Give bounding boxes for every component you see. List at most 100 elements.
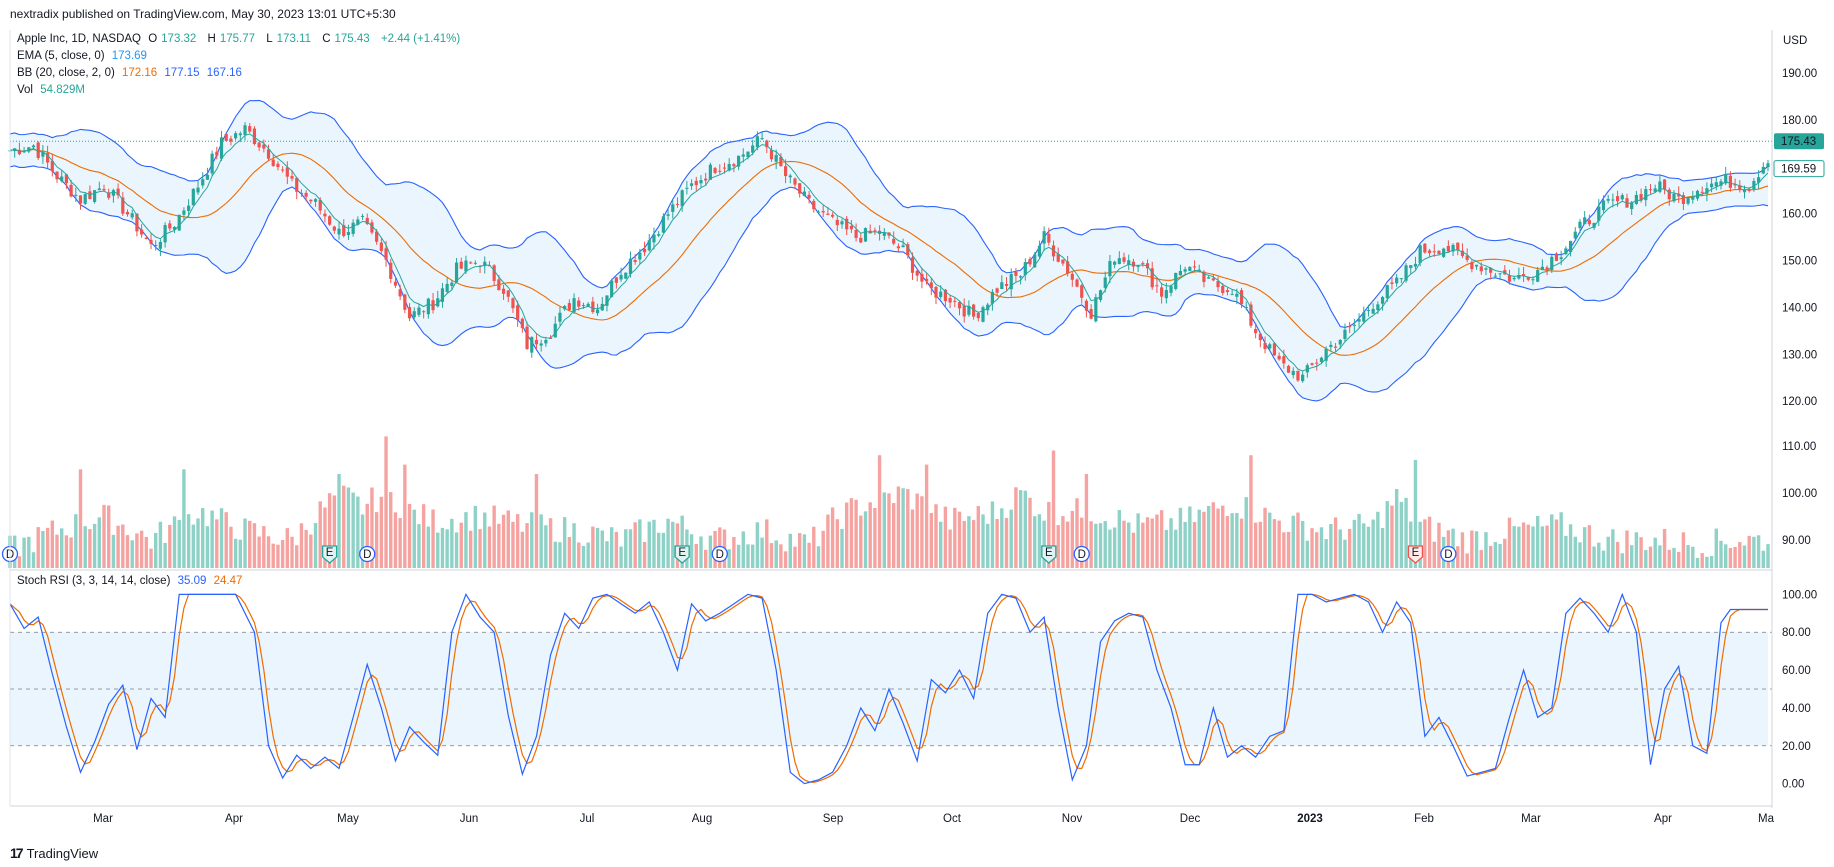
volume-bar xyxy=(1662,529,1667,568)
candle-body xyxy=(191,188,195,206)
candle-body xyxy=(281,169,285,171)
volume-bar xyxy=(149,548,153,568)
time-tick-label: Jun xyxy=(460,813,479,825)
volume-bar xyxy=(238,539,243,568)
volume-bar xyxy=(868,502,872,568)
volume-bar xyxy=(1615,541,1620,568)
candle-body xyxy=(826,213,830,215)
bb-legend[interactable]: BB (20, close, 2, 0) 172.16 177.15 167.1… xyxy=(17,67,246,79)
volume-bar xyxy=(1479,550,1483,568)
candle-body xyxy=(1653,188,1657,192)
earnings-event-icon xyxy=(1407,545,1424,564)
candle-body xyxy=(1705,188,1709,194)
candle-body xyxy=(769,149,774,160)
volume-bar xyxy=(1540,526,1545,568)
candle-body xyxy=(501,288,506,294)
volume-bar xyxy=(1559,512,1563,568)
volume-bar xyxy=(1258,521,1263,568)
volume-bar xyxy=(830,507,835,568)
volume-bar xyxy=(1691,546,1695,568)
stoch-legend[interactable]: Stoch RSI (3, 3, 14, 14, close) 35.09 24… xyxy=(17,575,246,587)
volume-bar xyxy=(139,530,144,568)
candle-body xyxy=(1672,193,1676,202)
volume-bar xyxy=(1399,501,1404,568)
candle-body xyxy=(1357,319,1361,322)
volume-bar xyxy=(1521,522,1526,568)
volume-bar xyxy=(567,537,572,568)
volume-bar xyxy=(727,549,731,568)
candle-body xyxy=(304,192,308,197)
candle-body xyxy=(671,204,675,212)
candle-body xyxy=(1301,374,1305,382)
volume-bar xyxy=(1159,510,1164,568)
candle-body xyxy=(619,274,623,280)
volume-bar xyxy=(445,529,449,568)
tradingview-logo[interactable]: 17 TradingView xyxy=(10,845,98,861)
candle-body xyxy=(652,234,656,243)
volume-bar xyxy=(1188,506,1192,568)
volume-bar xyxy=(27,536,31,568)
volume-bar xyxy=(186,514,191,568)
volume-bar xyxy=(732,537,736,568)
volume-bar xyxy=(1456,546,1460,568)
volume-bar xyxy=(1611,529,1615,568)
candle-body xyxy=(981,307,985,322)
candle-body xyxy=(107,192,111,198)
ema-price-tag: 169.59 xyxy=(1781,164,1816,176)
earnings-event-label: E xyxy=(326,547,334,559)
candle-body xyxy=(1296,370,1300,381)
candle-body xyxy=(910,257,915,273)
volume-bar xyxy=(783,551,788,568)
candle-body xyxy=(384,248,388,260)
volume-bar xyxy=(1423,519,1427,568)
volume-bar xyxy=(45,527,50,568)
volume-bar xyxy=(769,543,774,568)
candle-body xyxy=(60,176,64,182)
volume-bar xyxy=(431,509,435,568)
volume-bar xyxy=(252,523,257,568)
candle-body xyxy=(1639,194,1643,201)
candle-body xyxy=(1066,261,1070,274)
volume-bar xyxy=(1672,547,1676,568)
price-tick-label: 160.00 xyxy=(1782,209,1817,221)
candle-body xyxy=(154,245,158,247)
volume-bar xyxy=(892,503,896,568)
candle-body xyxy=(1009,274,1013,290)
candle-body xyxy=(1235,293,1239,297)
volume-bar xyxy=(1766,544,1770,568)
candle-body xyxy=(168,223,172,229)
volume-bar xyxy=(680,515,684,568)
volume-bar xyxy=(436,532,440,568)
candle-body xyxy=(577,300,581,307)
candle-body xyxy=(1249,304,1253,326)
candle-body xyxy=(647,240,651,251)
candle-body xyxy=(1399,278,1403,280)
volume-bar xyxy=(97,517,102,568)
earnings-event-icon xyxy=(674,545,690,564)
vol-legend[interactable]: Vol 54.829M xyxy=(17,84,89,96)
candle-body xyxy=(783,166,788,177)
candle-body xyxy=(1319,357,1324,362)
candle-body xyxy=(751,145,755,153)
time-tick-label: Oct xyxy=(943,813,962,825)
earnings-event-label: E xyxy=(1045,547,1053,559)
ema-legend[interactable]: EMA (5, close, 0) 173.69 xyxy=(17,50,151,62)
volume-bar xyxy=(572,523,576,568)
volume-bar xyxy=(1418,521,1422,568)
candle-body xyxy=(290,176,294,179)
candle-body xyxy=(375,231,379,242)
candle-body xyxy=(1742,189,1747,193)
volume-bar xyxy=(515,514,520,568)
candle-body xyxy=(746,151,750,158)
price-tick-label: 190.00 xyxy=(1782,68,1817,80)
volume-bar xyxy=(1761,550,1765,568)
candle-body xyxy=(229,138,233,142)
volume-bar xyxy=(962,520,966,568)
candle-body xyxy=(238,133,242,136)
volume-bar xyxy=(1503,538,1507,568)
candle-body xyxy=(78,195,83,204)
candle-body xyxy=(516,305,520,321)
volume-bar xyxy=(393,512,398,568)
